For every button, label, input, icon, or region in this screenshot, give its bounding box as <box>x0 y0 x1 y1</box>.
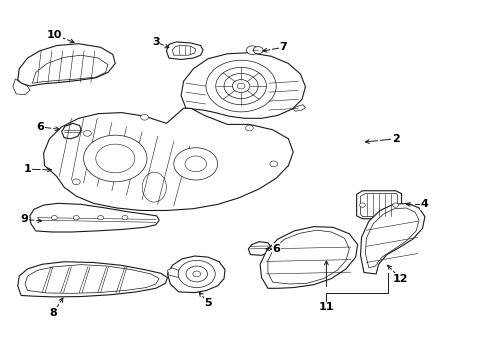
Circle shape <box>51 216 57 220</box>
Circle shape <box>224 73 258 99</box>
Circle shape <box>359 203 365 207</box>
Polygon shape <box>30 203 159 232</box>
Polygon shape <box>181 53 305 118</box>
Text: 12: 12 <box>392 274 407 284</box>
Text: 2: 2 <box>391 134 399 144</box>
Polygon shape <box>248 242 271 255</box>
Circle shape <box>184 156 206 172</box>
Polygon shape <box>167 268 178 278</box>
Circle shape <box>83 135 147 182</box>
Polygon shape <box>365 208 418 268</box>
Text: 1: 1 <box>23 164 31 174</box>
Text: 11: 11 <box>318 302 333 312</box>
Circle shape <box>98 216 103 220</box>
Circle shape <box>72 179 80 185</box>
Circle shape <box>392 203 398 207</box>
Text: 6: 6 <box>272 244 280 254</box>
Text: 10: 10 <box>46 30 62 40</box>
Polygon shape <box>260 226 357 288</box>
Circle shape <box>83 131 91 136</box>
Polygon shape <box>32 55 108 83</box>
Text: 6: 6 <box>37 122 44 132</box>
Polygon shape <box>360 203 424 274</box>
Polygon shape <box>166 42 203 59</box>
Text: 5: 5 <box>203 298 211 308</box>
Circle shape <box>253 46 263 54</box>
Circle shape <box>215 67 266 105</box>
Circle shape <box>237 83 244 89</box>
Polygon shape <box>13 79 30 95</box>
Text: 4: 4 <box>420 199 428 210</box>
Circle shape <box>141 114 148 120</box>
Circle shape <box>192 271 200 277</box>
Polygon shape <box>356 191 401 219</box>
Polygon shape <box>172 45 195 55</box>
Circle shape <box>245 125 253 131</box>
Circle shape <box>269 161 277 167</box>
Polygon shape <box>18 262 167 297</box>
Circle shape <box>96 144 135 173</box>
Text: 7: 7 <box>279 42 287 52</box>
Circle shape <box>122 216 128 220</box>
Polygon shape <box>292 105 305 111</box>
Polygon shape <box>43 108 293 211</box>
Text: 8: 8 <box>49 308 57 318</box>
Circle shape <box>246 46 258 54</box>
Polygon shape <box>18 44 115 86</box>
Circle shape <box>73 216 79 220</box>
Circle shape <box>173 148 217 180</box>
Polygon shape <box>61 123 81 139</box>
Text: 3: 3 <box>152 37 159 47</box>
Polygon shape <box>96 154 115 176</box>
Polygon shape <box>142 172 166 202</box>
Text: 9: 9 <box>20 215 28 224</box>
Polygon shape <box>267 230 348 284</box>
Polygon shape <box>25 265 159 293</box>
Polygon shape <box>360 194 397 217</box>
Polygon shape <box>167 256 224 293</box>
Circle shape <box>232 80 249 93</box>
Circle shape <box>185 266 207 282</box>
Circle shape <box>205 60 276 112</box>
Circle shape <box>178 260 215 288</box>
